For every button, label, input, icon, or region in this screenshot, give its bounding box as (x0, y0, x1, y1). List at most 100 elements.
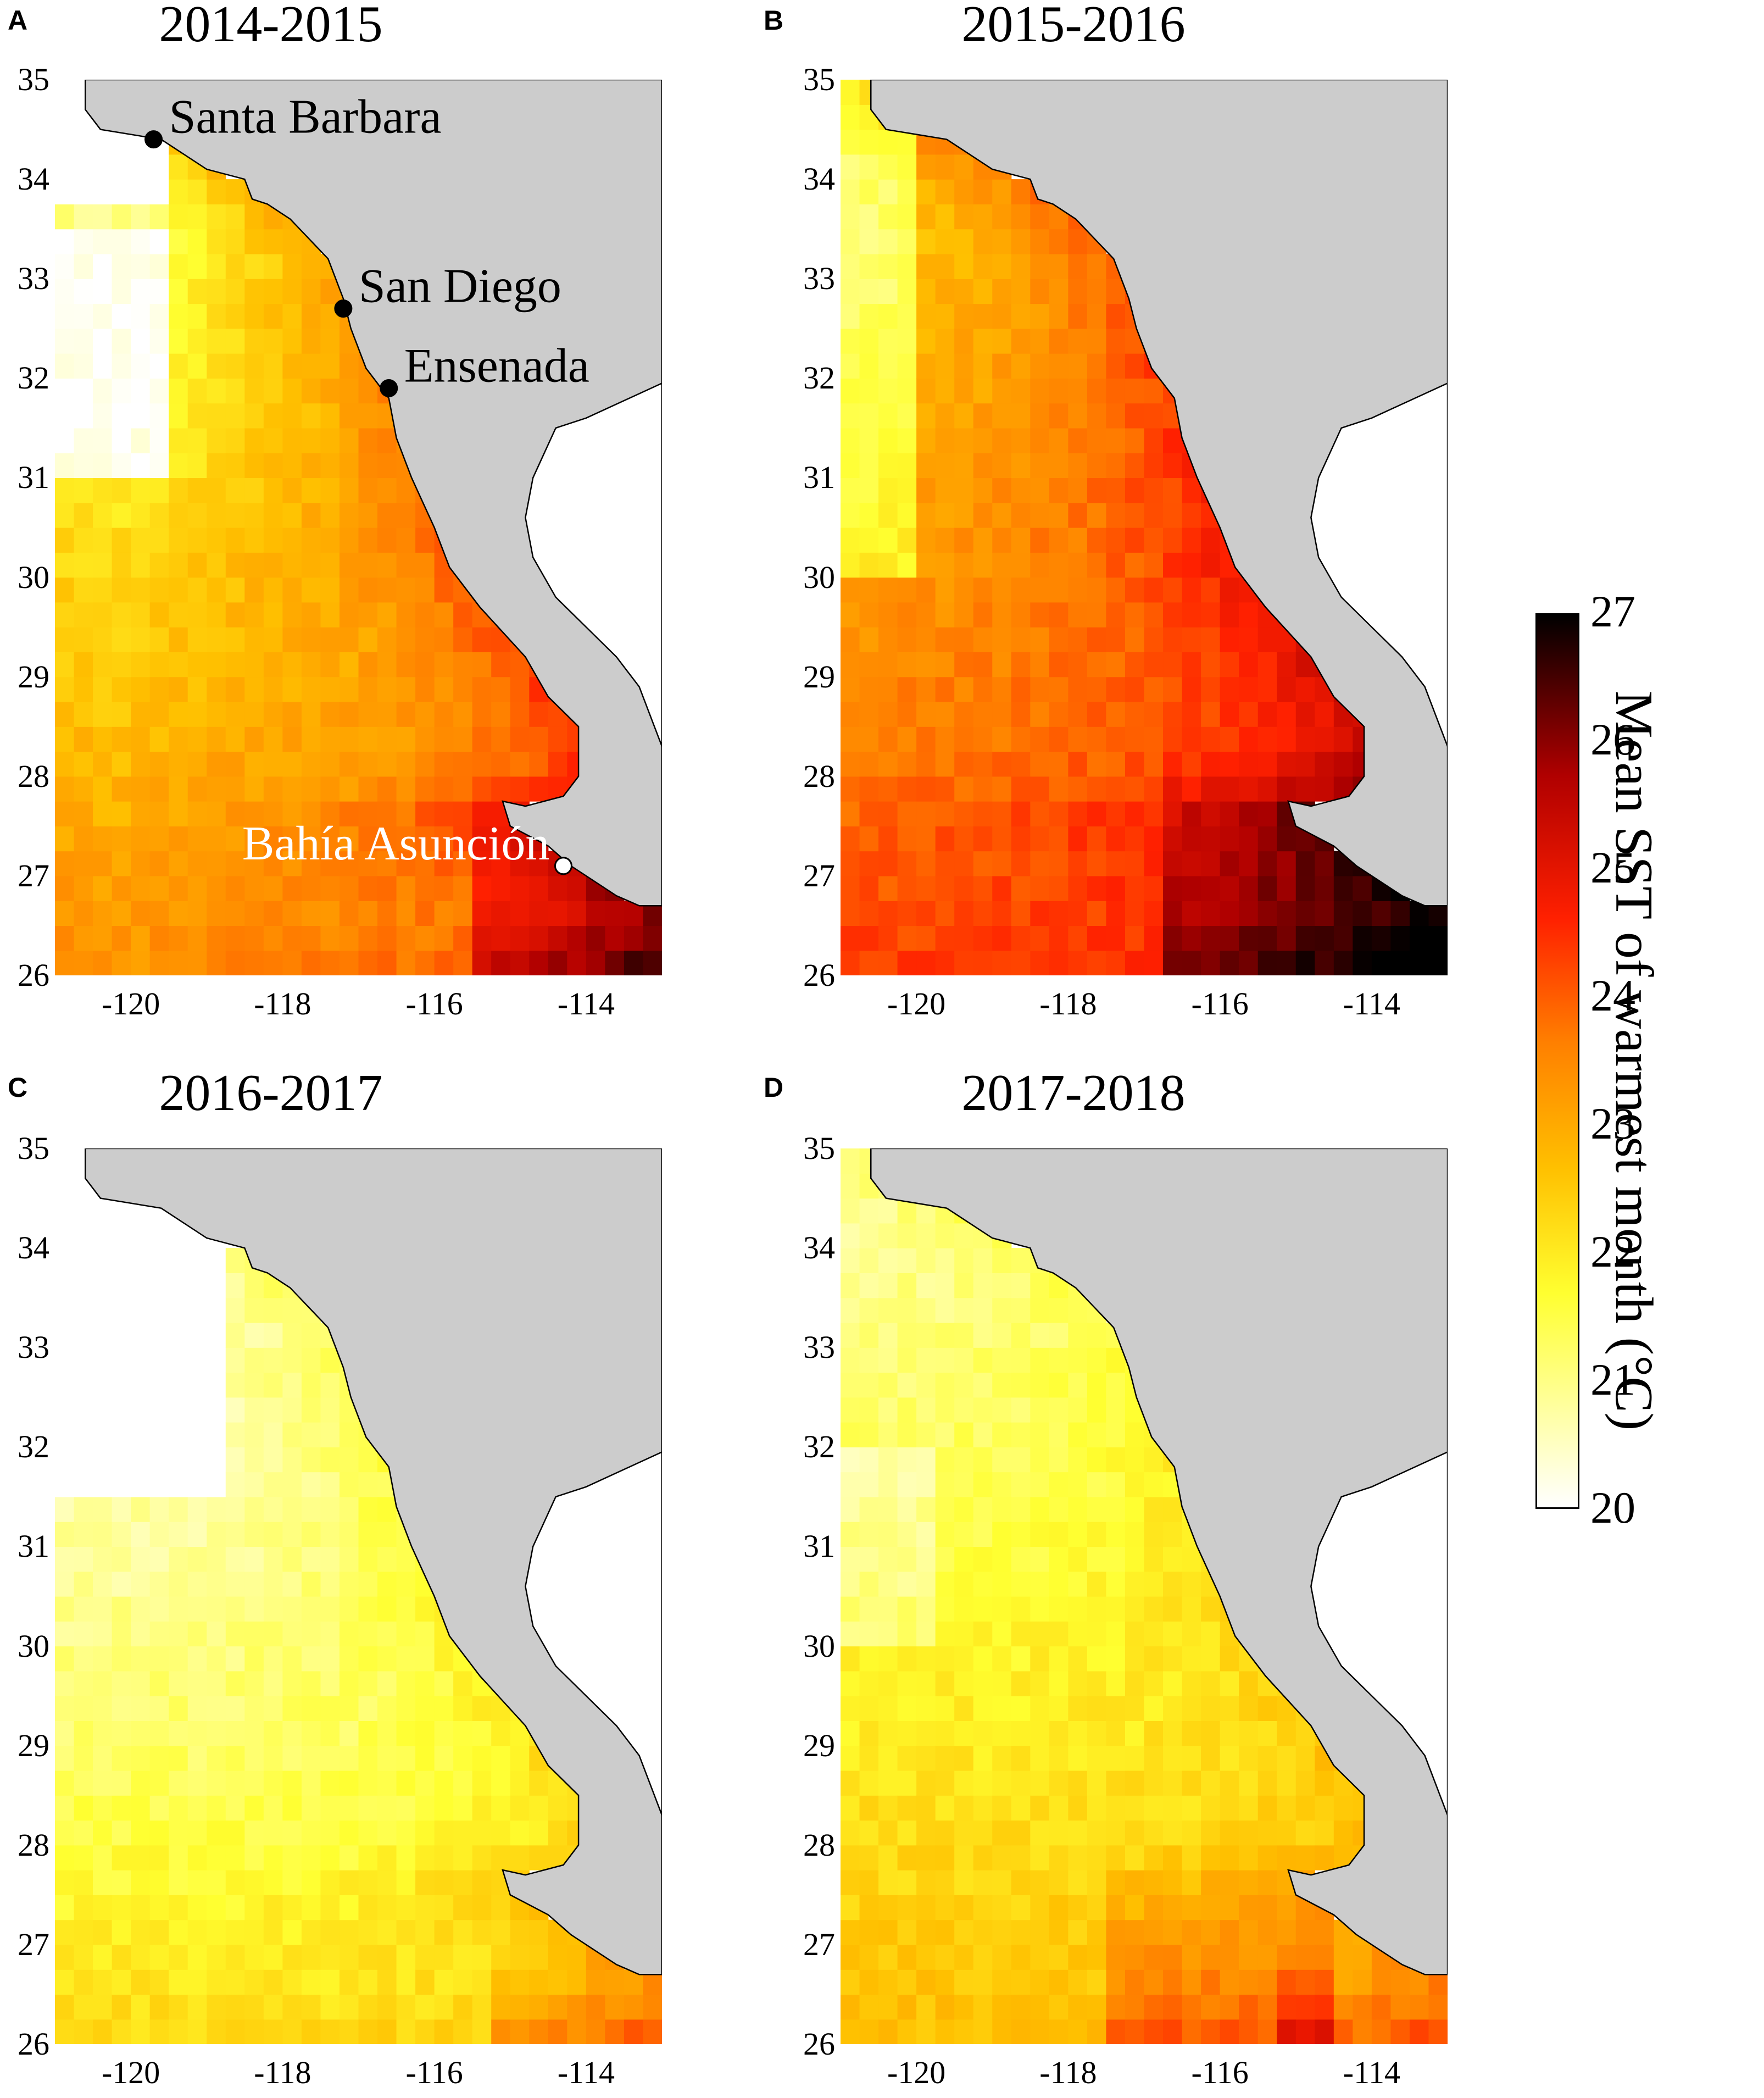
sst-cell (1125, 1969, 1145, 1995)
sst-cell (973, 1994, 993, 2020)
sst-cell (320, 627, 340, 652)
sst-cell (1163, 1745, 1183, 1771)
sst-cell (1144, 602, 1164, 628)
sst-cell (1182, 1919, 1201, 1945)
sst-cell (207, 1770, 226, 1796)
sst-cell (878, 1820, 898, 1846)
sst-cell (897, 1969, 917, 1995)
sst-cell (131, 1571, 151, 1597)
sst-cell (55, 1397, 75, 1423)
sst-cell (74, 1198, 93, 1224)
sst-cell (1163, 502, 1183, 528)
sst-cell (954, 577, 974, 603)
sst-cell (1239, 1994, 1259, 2020)
sst-cell (643, 1994, 662, 2020)
sst-cell (1182, 1696, 1201, 1721)
sst-cell (434, 925, 454, 951)
sst-cell (878, 1422, 898, 1447)
sst-cell (244, 1820, 264, 1846)
sst-cell (897, 1472, 917, 1497)
sst-cell (586, 901, 606, 926)
sst-cell (973, 826, 993, 852)
sst-cell (935, 1223, 955, 1248)
sst-cell (187, 453, 207, 479)
sst-cell (396, 1919, 416, 1945)
sst-cell (55, 279, 75, 304)
sst-cell (187, 1546, 207, 1572)
sst-cell (935, 1895, 955, 1921)
sst-cell (878, 627, 898, 652)
sst-cell (1068, 1770, 1088, 1796)
sst-cell (131, 1845, 151, 1871)
sst-cell (472, 1770, 492, 1796)
sst-cell (74, 453, 93, 479)
sst-cell (1106, 602, 1126, 628)
sst-cell (187, 528, 207, 553)
sst-cell (935, 1720, 955, 1746)
sst-cell (954, 1571, 974, 1597)
sst-cell (1030, 1522, 1050, 1547)
sst-cell (1068, 353, 1088, 379)
sst-cell (415, 875, 435, 901)
sst-cell (112, 875, 131, 901)
sst-cell (149, 403, 169, 429)
sst-cell (1182, 851, 1201, 876)
sst-cell (207, 1820, 226, 1846)
sst-cell (1049, 453, 1069, 479)
sst-cell (434, 676, 454, 702)
sst-cell (1106, 1919, 1126, 1945)
sst-cell (1068, 751, 1088, 777)
sst-cell (1030, 577, 1050, 603)
sst-cell (55, 453, 75, 479)
sst-cell (282, 328, 302, 354)
sst-cell (1295, 1795, 1315, 1821)
sst-cell (510, 901, 530, 926)
sst-cell (207, 1322, 226, 1348)
sst-cell (1163, 2019, 1183, 2044)
sst-cell (992, 1522, 1012, 1547)
sst-cell (1068, 502, 1088, 528)
sst-cell (1125, 1621, 1145, 1647)
sst-cell (263, 1596, 283, 1622)
sst-cell (377, 776, 397, 802)
sst-cell (1030, 1944, 1050, 1970)
sst-cell (916, 1447, 936, 1473)
sst-cell (954, 1596, 974, 1622)
sst-cell (510, 1919, 530, 1945)
sst-cell (1353, 2019, 1372, 2044)
sst-cell (301, 528, 321, 553)
sst-cell (169, 1273, 188, 1298)
sst-cell (529, 901, 549, 926)
colorbar-tick: 22 (1590, 1226, 1635, 1276)
sst-cell (93, 826, 113, 852)
sst-cell (897, 875, 917, 901)
sst-cell (1277, 2019, 1296, 2044)
sst-cell (187, 1422, 207, 1447)
sst-cell (244, 528, 264, 553)
sst-cell (859, 826, 879, 852)
sst-cell (1201, 950, 1221, 975)
sst-cell (131, 229, 151, 254)
sst-cell (954, 826, 974, 852)
sst-cell (244, 1994, 264, 2020)
sst-cell (415, 2019, 435, 2044)
sst-cell (973, 1472, 993, 1497)
sst-cell (93, 328, 113, 354)
sst-cell (434, 875, 454, 901)
sst-cell (586, 1969, 606, 1995)
sst-cell (992, 1546, 1012, 1572)
sst-cell (1011, 1621, 1031, 1647)
sst-cell (93, 1696, 113, 1721)
sst-cell (93, 1720, 113, 1746)
sst-cell (55, 1845, 75, 1871)
sst-cell (1315, 1944, 1334, 1970)
sst-cell (244, 801, 264, 826)
sst-cell (1087, 1895, 1107, 1921)
sst-cell (1163, 1895, 1183, 1921)
sst-cell (55, 1148, 75, 1174)
sst-cell (1201, 1770, 1221, 1796)
sst-cell (1068, 1969, 1088, 1995)
sst-cell (282, 428, 302, 453)
sst-cell (859, 901, 879, 926)
sst-cell (301, 602, 321, 628)
